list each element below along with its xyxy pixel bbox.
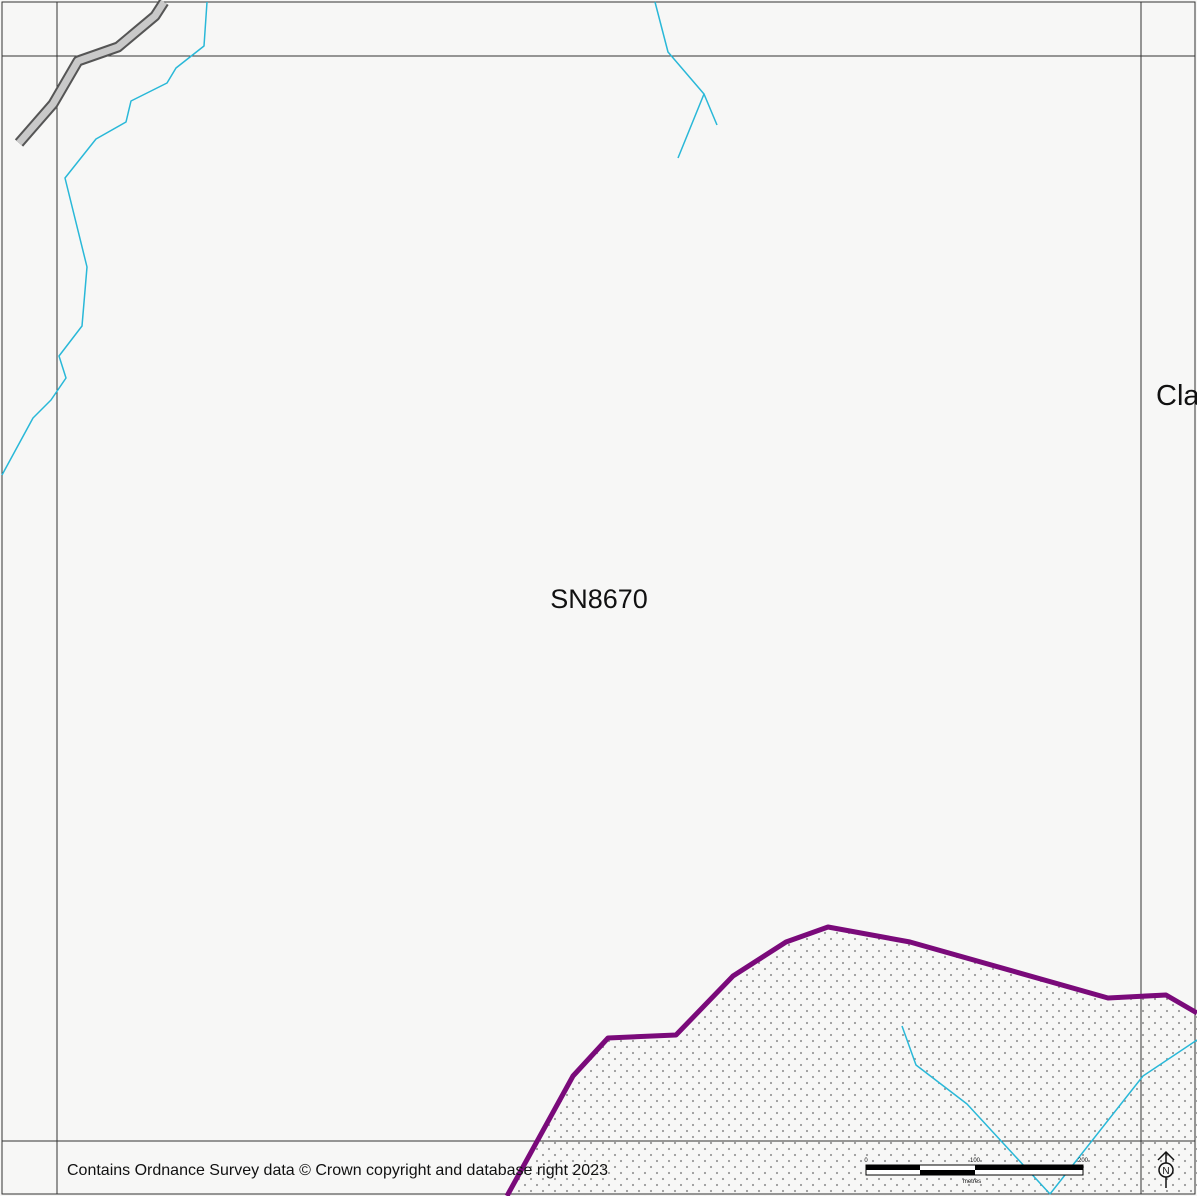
- scale-tick-200: 200: [1078, 1158, 1089, 1164]
- stream-west: [1, 1, 208, 476]
- scale-bar: 0 100 200 metres: [864, 1158, 1088, 1185]
- stream-southeast-a: [901, 1025, 1051, 1195]
- boundary-line: [504, 924, 1197, 1196]
- scale-bar-segment-3: [975, 1165, 1083, 1170]
- scale-tick-100: 100: [970, 1158, 981, 1164]
- scale-unit: metres: [963, 1179, 981, 1185]
- road-fill: [16, 0, 167, 146]
- scale-bar-segment-1: [866, 1165, 920, 1170]
- stream-north: [654, 1, 705, 159]
- attribution-text: Contains Ordnance Survey data © Crown co…: [67, 1162, 608, 1179]
- scale-tick-0: 0: [864, 1158, 868, 1164]
- stream-southeast-b: [1049, 1039, 1197, 1195]
- stippled-area: [507, 927, 1197, 1196]
- stream-north-branch: [703, 93, 718, 126]
- scale-bar-segment-2: [920, 1170, 975, 1175]
- north-arrow-label: N: [1162, 1166, 1169, 1177]
- grid-square-label: SN8670: [550, 584, 648, 614]
- road: [14, 0, 169, 147]
- place-label-partial: Cla: [1156, 380, 1197, 412]
- north-arrow-icon: N: [1157, 1150, 1175, 1188]
